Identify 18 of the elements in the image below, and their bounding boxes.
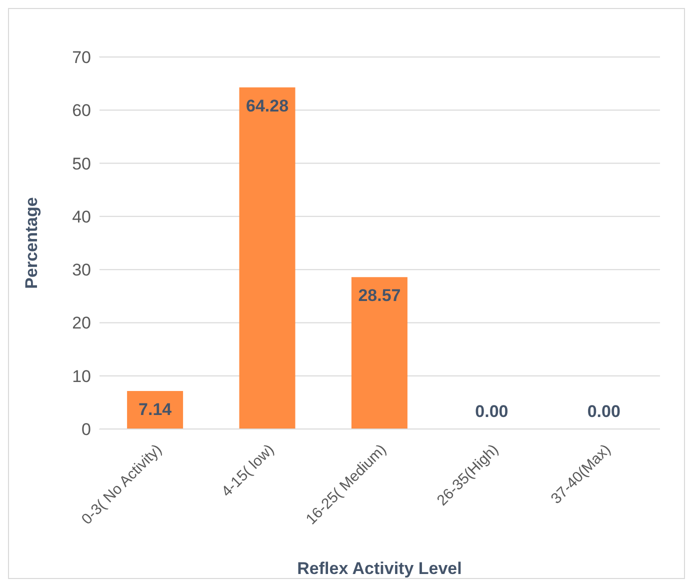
y-tick-label: 20: [72, 314, 91, 333]
y-tick-label: 30: [72, 260, 91, 280]
bar: [351, 277, 408, 429]
data-label: 0.00: [587, 402, 620, 421]
x-axis-title: Reflex Activity Level: [297, 559, 462, 578]
bar: [127, 391, 184, 429]
y-tick-label: 60: [72, 101, 91, 120]
data-label: 28.57: [358, 286, 401, 306]
y-tick-label: 70: [72, 48, 91, 68]
data-label: 0.00: [475, 402, 508, 421]
y-tick-label: 10: [72, 366, 91, 386]
y-tick-label: 40: [72, 207, 91, 226]
data-label: 7.14: [138, 400, 172, 420]
y-axis-title: Percentage: [22, 197, 42, 289]
bar: [239, 87, 296, 429]
y-tick-label: 50: [72, 154, 91, 174]
y-tick-label: 0: [82, 420, 91, 440]
data-label: 64.28: [246, 96, 289, 116]
